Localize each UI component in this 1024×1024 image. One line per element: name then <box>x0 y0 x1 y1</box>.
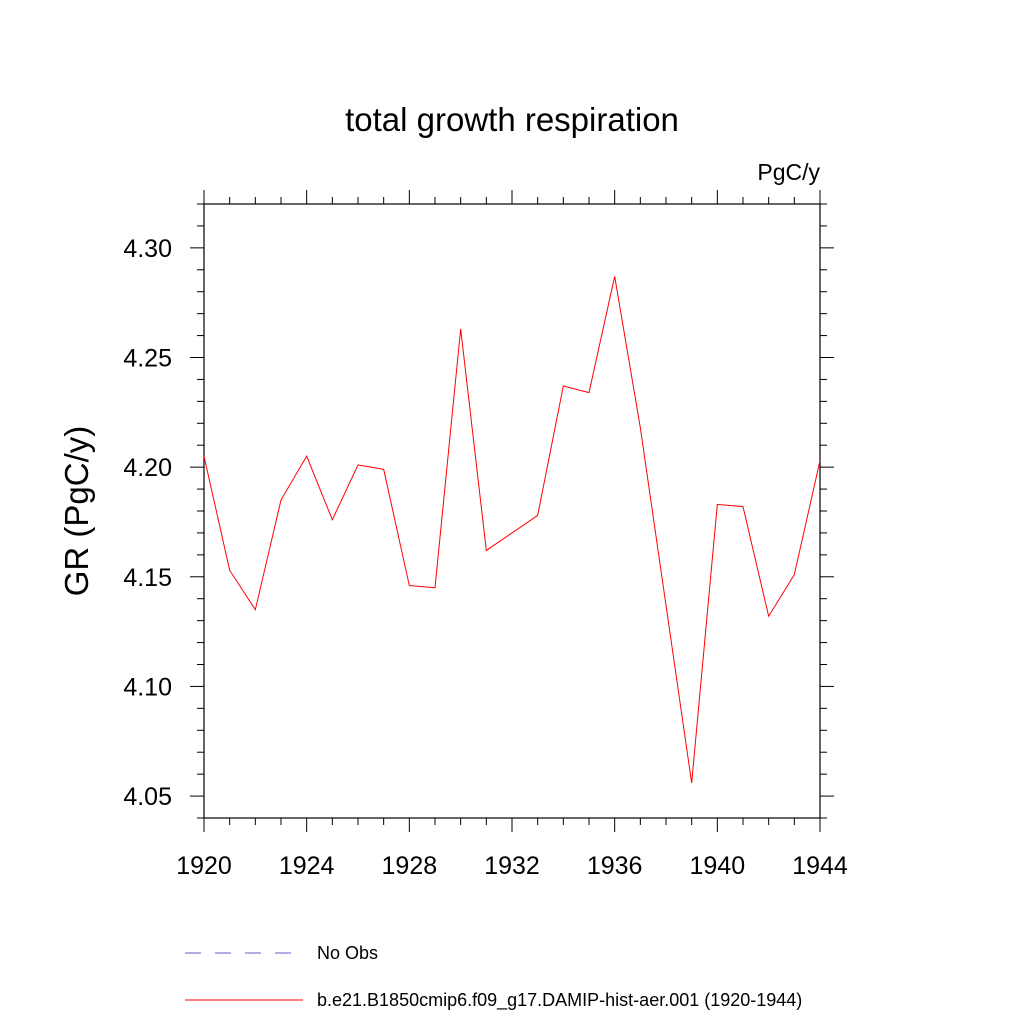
y-tick-label: 4.25 <box>123 345 172 373</box>
y-axis-label: GR (PgC/y) <box>58 426 95 597</box>
y-tick-label: 4.15 <box>123 564 172 592</box>
y-tick-label: 4.05 <box>123 783 172 811</box>
x-tick-label: 1936 <box>587 852 643 880</box>
y-tick-labels: 4.05 4.10 4.15 4.20 4.25 4.30 <box>123 235 172 811</box>
plot-area <box>203 203 821 819</box>
x-tick-labels: 1920 1924 1928 1932 1936 1940 1944 <box>176 852 848 880</box>
x-tick-label: 1944 <box>792 852 848 880</box>
x-tick-label: 1920 <box>176 852 232 880</box>
x-tick-label: 1924 <box>279 852 335 880</box>
units-label: PgC/y <box>757 159 820 185</box>
x-tick-label: 1932 <box>484 852 540 880</box>
legend: No Obs b.e21.B1850cmip6.f09_g17.DAMIP-hi… <box>185 943 802 1011</box>
y-tick-label: 4.20 <box>123 454 172 482</box>
series-layer <box>203 276 821 783</box>
axis-ticks <box>190 190 834 832</box>
chart-title: total growth respiration <box>345 101 679 138</box>
series-line <box>203 276 821 783</box>
x-tick-label: 1928 <box>382 852 438 880</box>
legend-label-no-obs: No Obs <box>317 943 378 963</box>
legend-label-series: b.e21.B1850cmip6.f09_g17.DAMIP-hist-aer.… <box>317 990 802 1011</box>
y-tick-label: 4.30 <box>123 235 172 263</box>
x-tick-label: 1940 <box>690 852 746 880</box>
y-tick-label: 4.10 <box>123 673 172 701</box>
